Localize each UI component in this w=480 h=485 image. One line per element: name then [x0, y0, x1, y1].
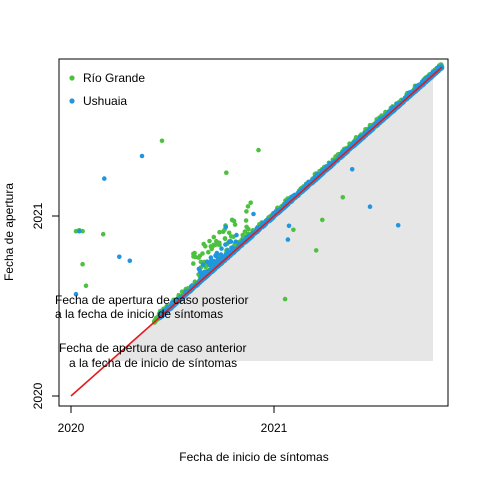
ushuaia-point — [73, 291, 79, 297]
rio-grande-point — [222, 236, 228, 241]
rio-grande-point — [197, 253, 203, 259]
rio-grande-point — [226, 230, 232, 236]
legend-marker-rio-grande — [69, 75, 75, 81]
rio-grande-point — [206, 249, 211, 255]
rio-grande-point — [191, 254, 196, 259]
rio-grande-point — [159, 138, 165, 144]
rio-grande-point — [214, 238, 219, 244]
annotation-upper-line-1: Fecha de apertura de caso posterior — [55, 293, 248, 307]
ushuaia-point — [367, 204, 373, 209]
ushuaia-point — [286, 223, 292, 229]
y-axis-label: Fecha de apertura — [2, 183, 16, 281]
reference-line — [70, 66, 443, 397]
ushuaia-point — [77, 228, 82, 234]
x-tick-label-2021: 2021 — [261, 421, 288, 435]
ushuaia-point — [223, 242, 228, 247]
rio-grande-point — [282, 296, 288, 302]
rio-grande-point — [83, 283, 89, 289]
ushuaia-point — [102, 176, 107, 181]
ushuaia-point — [199, 273, 205, 278]
ushuaia-point — [349, 167, 355, 172]
rio-grande-point — [191, 261, 196, 266]
rio-grande-point — [208, 244, 214, 249]
ushuaia-point — [251, 211, 256, 217]
rio-grande-point — [211, 234, 217, 240]
rio-grande-point — [256, 147, 261, 153]
ushuaia-point — [285, 237, 291, 242]
ushuaia-point — [226, 239, 232, 245]
legend-marker-ushuaia — [69, 98, 75, 104]
rio-grande-point — [224, 170, 229, 175]
rio-grande-point — [244, 209, 249, 214]
rio-grande-point — [242, 229, 248, 234]
legend-label-ushuaia: Ushuaia — [83, 94, 127, 108]
rio-grande-point — [100, 231, 106, 237]
ushuaia-point — [395, 223, 401, 228]
x-axis: 2020 2021 Fecha de inicio de síntomas — [58, 405, 329, 464]
rio-grande-point — [340, 195, 346, 200]
ushuaia-point — [200, 262, 206, 267]
y-tick-label-2020: 2020 — [31, 382, 45, 409]
rio-grande-point — [207, 238, 212, 244]
rio-grande-point — [201, 241, 206, 247]
annotation-upper-line-2: a la fecha de inicio de síntomas — [55, 307, 223, 321]
rio-grande-point — [217, 229, 222, 235]
ushuaia-point — [233, 239, 239, 244]
rio-grande-point — [245, 204, 251, 209]
y-axis: 2020 2021 Fecha de apertura — [2, 183, 60, 409]
ushuaia-point — [219, 246, 224, 251]
legend: Río Grande Ushuaia — [69, 71, 145, 108]
rio-grande-point — [243, 218, 249, 223]
rio-grande-point — [80, 261, 85, 267]
rio-grande-point — [80, 228, 85, 234]
rio-grande-point — [291, 227, 296, 233]
ushuaia-point — [117, 254, 122, 260]
annotation-upper: Fecha de apertura de caso posterior a la… — [55, 293, 248, 321]
ushuaia-point — [223, 224, 228, 230]
x-axis-label: Fecha de inicio de síntomas — [179, 450, 328, 464]
rio-grande-point — [230, 217, 235, 223]
annotation-lower-line-2: a la fecha de inicio de síntomas — [69, 356, 237, 370]
rio-grande-point — [313, 248, 319, 253]
x-tick-label-2020: 2020 — [58, 421, 85, 435]
rio-grande-point — [213, 242, 218, 248]
ushuaia-point — [214, 250, 220, 256]
rio-grande-point — [248, 200, 253, 205]
annotation-lower: Fecha de apertura de caso anterior a la … — [59, 341, 246, 370]
y-tick-label-2021: 2021 — [31, 202, 45, 229]
ushuaia-point — [139, 153, 145, 159]
ushuaia-point — [203, 269, 208, 275]
ushuaia-point — [127, 258, 133, 264]
legend-label-rio-grande: Río Grande — [83, 71, 145, 85]
ushuaia-point — [196, 266, 202, 272]
reference-line-layer — [70, 66, 443, 397]
rio-grande-point — [232, 222, 238, 227]
rio-grande-point — [246, 226, 251, 232]
rio-grande-point — [228, 234, 234, 239]
annotation-lower-line-1: Fecha de apertura de caso anterior — [59, 341, 246, 355]
ushuaia-point — [234, 232, 239, 238]
ushuaia-point — [208, 255, 214, 260]
rio-grande-point — [320, 217, 325, 223]
